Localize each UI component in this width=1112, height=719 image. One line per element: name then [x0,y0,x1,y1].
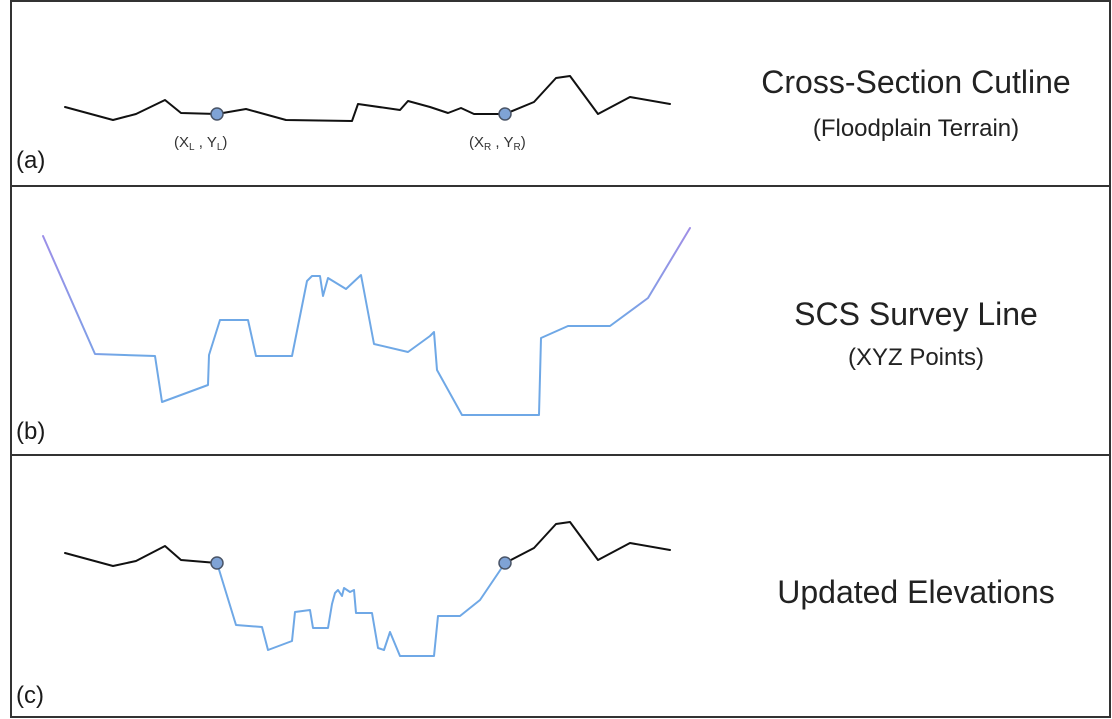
cutline-right-endpoint [498,107,512,121]
panel-b-title: SCS Survey Line [794,296,1038,332]
updated-right-endpoint [498,556,512,570]
panel-a: (XL , YL) (XR , YR) (a) Cross-Section Cu… [16,64,1071,174]
panel-b-label: (b) [16,418,45,445]
survey-line [42,227,691,416]
panel-a-title: Cross-Section Cutline [761,64,1070,100]
updated-survey-segment [216,562,506,657]
panel-b-subtitle: (XYZ Points) [848,344,984,371]
figure-frame [10,0,1111,718]
right-endpoint-label: (XR , YR) [469,134,526,153]
updated-terrain-right-line [504,521,671,564]
panel-a-label: (a) [16,147,45,174]
cutline-left-endpoint [210,107,224,121]
left-endpoint-label: (XL , YL) [174,134,227,153]
updated-terrain-left-line [64,545,218,567]
panel-c-label: (c) [16,682,44,709]
cutline-terrain-line [64,75,671,122]
updated-left-endpoint [210,556,224,570]
panel-c-title: Updated Elevations [777,574,1055,610]
panel-b: (b) SCS Survey Line (XYZ Points) [16,227,1038,445]
panel-a-subtitle: (Floodplain Terrain) [813,115,1019,142]
panel-c: (c) Updated Elevations [16,521,1055,709]
